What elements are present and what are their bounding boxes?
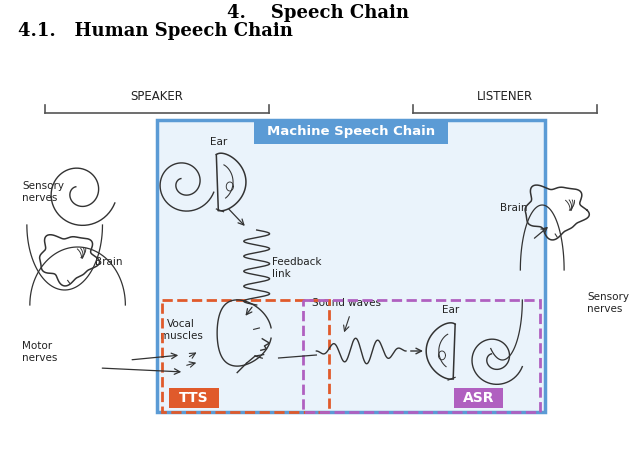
Text: LISTENER: LISTENER (477, 90, 533, 103)
Bar (169, 388, 219, 408)
Text: Sensory
nerves: Sensory nerves (22, 181, 64, 203)
Bar (303, 300, 540, 412)
Text: SPEAKER: SPEAKER (131, 90, 183, 103)
Bar (253, 120, 448, 144)
Text: Brain: Brain (500, 203, 527, 213)
Text: Sensory
nerves: Sensory nerves (587, 292, 629, 314)
Text: TTS: TTS (179, 391, 209, 405)
Text: ASR: ASR (463, 391, 494, 405)
Text: Brain: Brain (95, 257, 122, 267)
Text: Ear: Ear (211, 137, 227, 147)
Text: 4.1.   Human Speech Chain: 4.1. Human Speech Chain (18, 22, 292, 40)
Bar (157, 120, 545, 412)
Bar (454, 388, 504, 408)
Text: Ear: Ear (442, 305, 460, 315)
Text: 4.    Speech Chain: 4. Speech Chain (227, 4, 410, 22)
Text: Feedback
link: Feedback link (271, 257, 321, 279)
Bar (162, 300, 330, 412)
Text: Machine Speech Chain: Machine Speech Chain (267, 125, 435, 139)
Text: Motor
nerves: Motor nerves (22, 341, 57, 363)
Text: Sound waves: Sound waves (312, 298, 381, 308)
Text: Vocal
muscles: Vocal muscles (159, 319, 202, 341)
